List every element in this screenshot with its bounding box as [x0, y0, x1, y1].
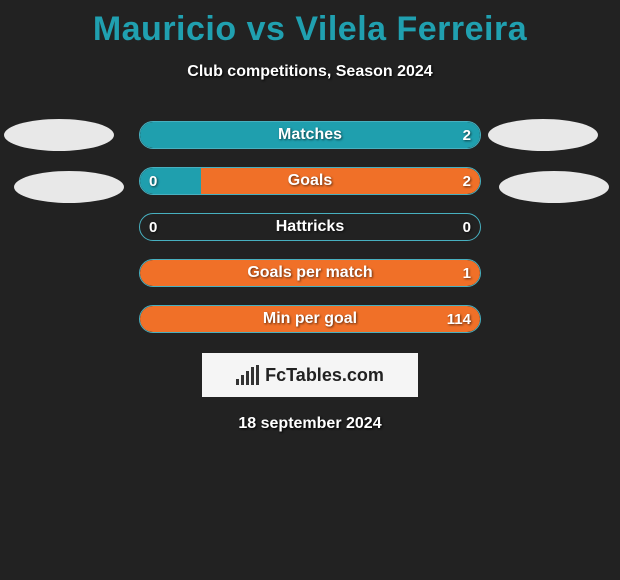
stat-bar-track — [139, 259, 481, 287]
stat-row: Hattricks00 — [139, 213, 481, 241]
stat-bar-track — [139, 213, 481, 241]
stat-row: Goals02 — [139, 167, 481, 195]
stat-bar-track — [139, 167, 481, 195]
logo-text: FcTables.com — [265, 365, 384, 386]
stat-row: Min per goal114 — [139, 305, 481, 333]
stat-bar-left-fill — [140, 168, 201, 194]
stat-bar-right-fill — [140, 306, 480, 332]
stat-bar-track — [139, 121, 481, 149]
logo-bars-icon — [236, 365, 259, 385]
fctables-logo: FcTables.com — [202, 353, 418, 397]
subtitle: Club competitions, Season 2024 — [0, 63, 620, 81]
stats-container: Matches2 Goals02 Hattricks00 Goals per matc… — [0, 121, 620, 333]
page-title: Mauricio vs Vilela Ferreira — [0, 0, 620, 49]
stat-row: Goals per match1 — [139, 259, 481, 287]
stat-bar-left-fill — [140, 122, 480, 148]
date-label: 18 september 2024 — [0, 415, 620, 433]
stat-bar-right-fill — [140, 260, 480, 286]
stat-bar-track — [139, 305, 481, 333]
stat-bar-right-fill — [201, 168, 480, 194]
stat-row: Matches2 — [139, 121, 481, 149]
